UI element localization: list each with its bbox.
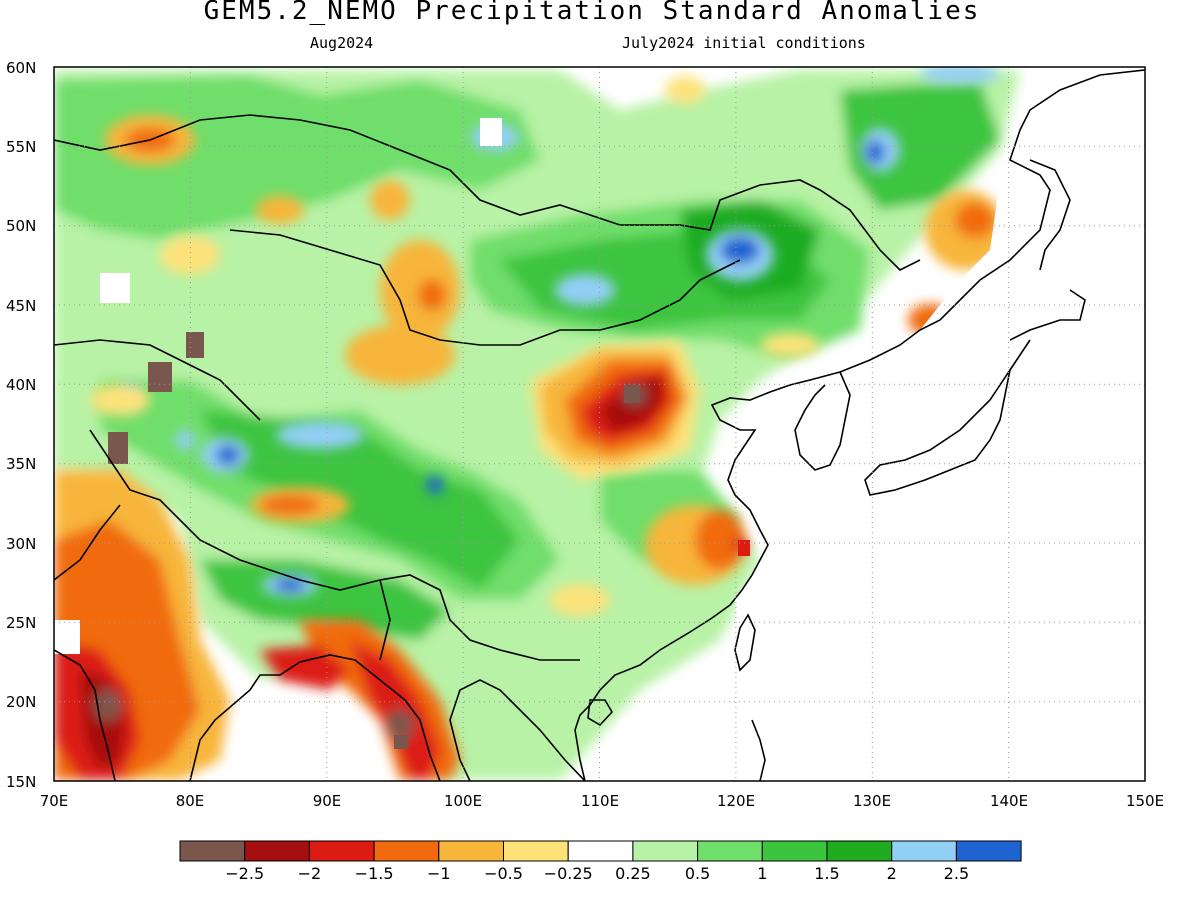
colorbar-swatch [503, 840, 569, 862]
map-frame [53, 66, 1146, 782]
anomaly-field [54, 67, 1145, 781]
colorbar-swatch [632, 840, 699, 862]
colorbar-swatch [826, 840, 893, 862]
colorbar-label: 0.25 [615, 864, 651, 883]
colorbar-swatch [179, 840, 246, 862]
colorbar-swatch [567, 840, 634, 862]
colorbar-swatch [438, 840, 504, 862]
colorbar-swatch [891, 840, 957, 862]
lat-tick-label: 50N [6, 217, 36, 235]
colorbar: −2.5 −2 −1.5 −1 −0.5 −0.25 0.25 0.5 1 1.5 2 2.5 [179, 840, 1022, 883]
colorbar-swatch [761, 840, 828, 862]
colorbar-label: −1 [427, 864, 451, 883]
colorbar-swatch [308, 840, 375, 862]
colorbar-label: −0.25 [544, 864, 593, 883]
colorbar-label: −2.5 [225, 864, 264, 883]
lat-tick-label: 35N [6, 455, 36, 473]
lon-tick-label: 100E [444, 792, 482, 810]
colorbar-swatch [697, 840, 763, 862]
lat-tick-label: 45N [6, 297, 36, 315]
valid-month-label: Aug2024 [310, 34, 374, 52]
page-title: GEM5.2_NEMO Precipitation Standard Anoma… [203, 0, 981, 26]
coastlines [54, 69, 1145, 781]
lon-tick-label: 80E [176, 792, 205, 810]
colorbar-label: 1.5 [814, 864, 839, 883]
colorbar-label: 0.5 [685, 864, 710, 883]
lon-tick-label: 110E [581, 792, 619, 810]
lat-tick-label: 15N [6, 773, 36, 791]
lat-tick-label: 30N [6, 535, 36, 553]
lat-axis: 60N 55N 50N 45N 40N 35N 30N 25N 20N 15N [6, 59, 36, 791]
colorbar-label: 2.5 [944, 864, 969, 883]
colorbar-label: −1.5 [355, 864, 394, 883]
lat-tick-label: 55N [6, 138, 36, 156]
colorbar-label: 1 [757, 864, 767, 883]
lon-tick-label: 150E [1126, 792, 1164, 810]
lon-axis: 70E 80E 90E 100E 110E 120E 130E 140E 150… [40, 792, 1164, 810]
lon-tick-label: 90E [313, 792, 342, 810]
lon-tick-label: 130E [853, 792, 891, 810]
colorbar-swatch [955, 840, 1022, 862]
lon-tick-label: 120E [717, 792, 755, 810]
lon-tick-label: 140E [990, 792, 1028, 810]
colorbar-label: 2 [887, 864, 897, 883]
lon-tick-label: 70E [40, 792, 69, 810]
lat-tick-label: 20N [6, 693, 36, 711]
colorbar-label: −2 [298, 864, 322, 883]
colorbar-swatch [373, 840, 440, 862]
initial-conditions-label: July2024 initial conditions [622, 34, 866, 52]
gridlines [54, 67, 1145, 781]
colorbar-label: −0.5 [484, 864, 523, 883]
colorbar-swatch [244, 840, 310, 862]
lat-tick-label: 60N [6, 59, 36, 77]
lat-tick-label: 25N [6, 614, 36, 632]
lat-tick-label: 40N [6, 376, 36, 394]
